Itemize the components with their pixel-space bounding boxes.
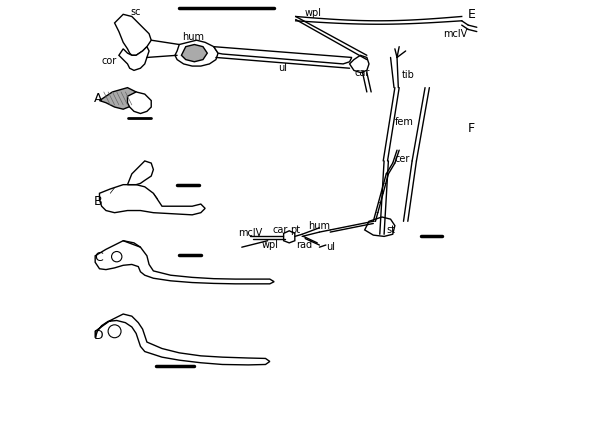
Polygon shape [100, 184, 205, 215]
Text: C: C [94, 251, 103, 264]
Polygon shape [373, 224, 384, 234]
Polygon shape [95, 241, 274, 284]
Text: mclV: mclV [238, 228, 263, 238]
Text: A: A [94, 92, 103, 105]
Polygon shape [365, 217, 395, 237]
Text: mclV: mclV [443, 29, 467, 39]
Polygon shape [181, 45, 207, 62]
Polygon shape [284, 231, 295, 243]
Polygon shape [95, 314, 270, 365]
Text: ul: ul [326, 242, 335, 252]
Polygon shape [175, 40, 218, 66]
Text: cor: cor [102, 56, 117, 66]
Text: st: st [386, 225, 395, 235]
Text: pt: pt [290, 225, 300, 235]
Text: hum: hum [308, 220, 331, 230]
Polygon shape [214, 47, 352, 64]
Text: hum: hum [182, 32, 204, 42]
Text: rad: rad [296, 240, 313, 250]
Text: car: car [355, 68, 370, 78]
Text: car: car [273, 225, 288, 235]
Circle shape [112, 251, 122, 262]
Polygon shape [119, 47, 149, 70]
Text: D: D [94, 329, 104, 342]
Polygon shape [350, 55, 369, 72]
Text: cer: cer [394, 154, 409, 164]
Text: fem: fem [395, 117, 414, 127]
Text: sc: sc [131, 7, 142, 17]
Text: B: B [94, 195, 103, 208]
Polygon shape [115, 14, 151, 55]
Text: wpl: wpl [304, 8, 322, 18]
Text: ul: ul [278, 63, 287, 73]
Text: F: F [468, 122, 475, 135]
Polygon shape [128, 161, 154, 184]
Text: wpl: wpl [262, 240, 278, 250]
Text: tib: tib [401, 70, 414, 80]
Text: E: E [468, 8, 476, 21]
Circle shape [108, 325, 121, 338]
Polygon shape [128, 92, 151, 114]
Polygon shape [100, 88, 138, 109]
